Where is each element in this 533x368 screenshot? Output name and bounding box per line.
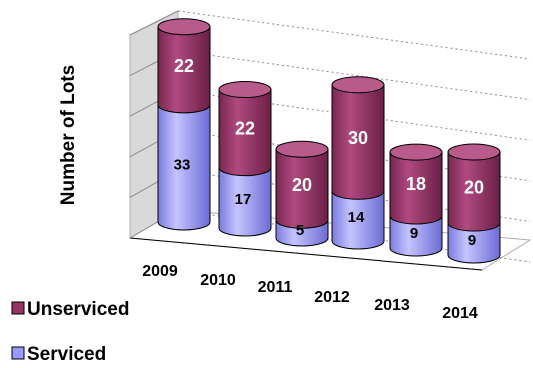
x-tick-2009: 2009: [142, 263, 178, 280]
legend-swatch-serviced: [11, 346, 25, 360]
x-tick-2012: 2012: [314, 289, 350, 306]
bar-group-2010: 22 17: [218, 81, 272, 237]
legend: Unserviced Serviced: [11, 299, 129, 365]
bar-unserviced-2009: [157, 26, 211, 114]
legend-label-serviced: Serviced: [27, 344, 106, 365]
x-tick-labels: 2009 2010 2011 2012 2013 2014: [142, 263, 478, 322]
bar-top-cap-2013: [389, 143, 443, 161]
x-tick-2013: 2013: [374, 297, 410, 314]
chart-floor-front-edge: [129, 237, 483, 271]
bar-group-2011: 20 5: [275, 140, 329, 247]
label-serviced-2009: 33: [174, 156, 191, 173]
gridline-wall: [129, 10, 179, 36]
bar-top-cap-2009: [157, 18, 211, 36]
bars: 22 33 22 17 20 5 30 14 18 9 20 9: [157, 18, 501, 264]
label-serviced-2011: 5: [296, 222, 304, 239]
label-serviced-2010: 17: [235, 191, 252, 208]
label-serviced-2013: 9: [410, 225, 418, 242]
bar-serviced-2013: [389, 215, 443, 257]
bar-unserviced-2010: [218, 89, 272, 177]
bar-unserviced-2014: [447, 151, 501, 232]
bar-unserviced-2011: [275, 148, 329, 229]
bar-unserviced-2013: [389, 151, 443, 225]
bar-top-cap-2010: [218, 81, 272, 99]
x-tick-2011: 2011: [258, 279, 293, 296]
label-unserviced-2014: 20: [464, 178, 484, 198]
bar-group-2014: 20 9: [447, 143, 501, 264]
bar-group-2009: 22 33: [157, 18, 211, 231]
legend-swatch-unserviced: [11, 301, 25, 315]
bar-group-2013: 18 9: [389, 143, 443, 257]
bar-unserviced-2012: [331, 84, 385, 200]
bar-top-cap-2014: [447, 143, 501, 161]
bar-group-2012: 30 14: [331, 76, 385, 250]
label-serviced-2012: 14: [348, 209, 365, 226]
y-axis-label: Number of Lots: [58, 65, 79, 205]
gridline: [177, 50, 531, 101]
bar-serviced-2010: [218, 167, 272, 237]
bar-serviced-2014: [447, 222, 501, 264]
legend-label-unserviced: Unserviced: [27, 299, 129, 320]
bar-top-cap-2011: [275, 140, 329, 158]
label-unserviced-2009: 22: [174, 56, 194, 76]
gridline: [177, 90, 531, 141]
bar-serviced-2012: [331, 190, 385, 250]
x-tick-2010: 2010: [200, 272, 236, 289]
gridline: [177, 10, 531, 60]
bar-top-cap-2012: [331, 76, 385, 94]
label-unserviced-2010: 22: [235, 119, 255, 139]
bar-serviced-2009: [157, 104, 211, 231]
x-tick-2014: 2014: [442, 305, 478, 322]
label-unserviced-2013: 18: [406, 174, 426, 194]
label-unserviced-2012: 30: [348, 128, 368, 148]
label-serviced-2014: 9: [468, 232, 476, 249]
label-unserviced-2011: 20: [292, 175, 312, 195]
